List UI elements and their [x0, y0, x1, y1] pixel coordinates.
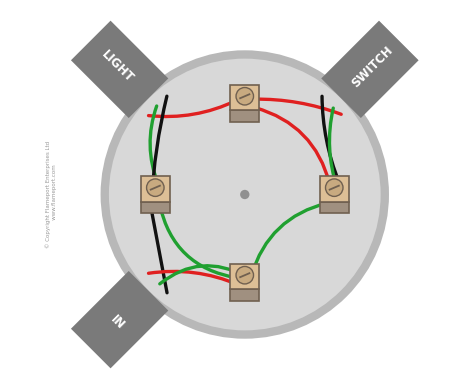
FancyBboxPatch shape — [230, 264, 259, 289]
FancyBboxPatch shape — [319, 176, 349, 202]
FancyBboxPatch shape — [230, 110, 259, 121]
Polygon shape — [71, 271, 168, 368]
FancyBboxPatch shape — [141, 202, 170, 213]
FancyBboxPatch shape — [230, 289, 259, 300]
Circle shape — [146, 179, 164, 196]
Circle shape — [240, 190, 249, 199]
Polygon shape — [71, 21, 168, 118]
Circle shape — [105, 54, 385, 335]
FancyBboxPatch shape — [319, 202, 349, 213]
Text: © Copyright Flameport Enterprises Ltd
   www.flameport.com: © Copyright Flameport Enterprises Ltd ww… — [45, 141, 57, 248]
Circle shape — [236, 266, 254, 284]
Circle shape — [326, 179, 343, 196]
Circle shape — [236, 88, 254, 105]
Text: IN: IN — [108, 312, 127, 332]
FancyBboxPatch shape — [141, 176, 170, 202]
Text: LIGHT: LIGHT — [99, 48, 136, 86]
Polygon shape — [321, 21, 419, 118]
FancyBboxPatch shape — [230, 85, 259, 110]
Text: SWITCH: SWITCH — [349, 44, 396, 90]
